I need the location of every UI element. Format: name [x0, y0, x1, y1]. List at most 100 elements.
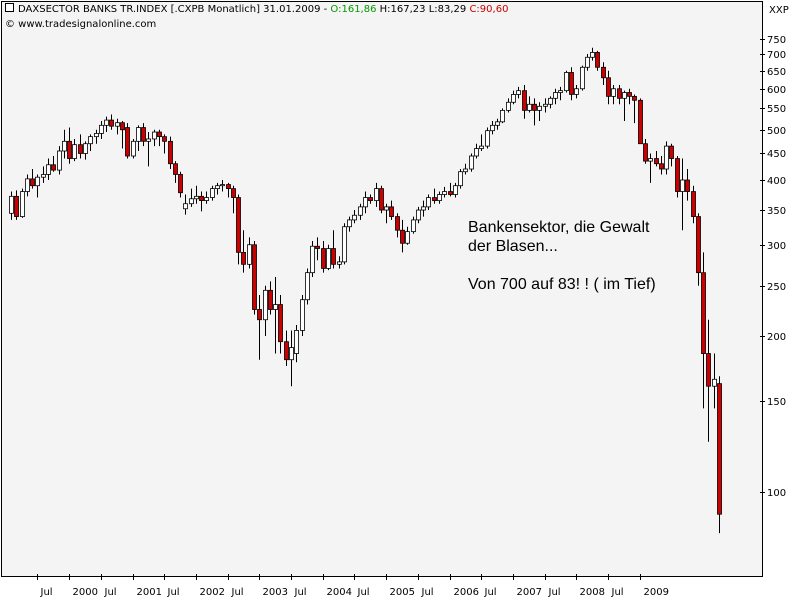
candle-down — [141, 127, 146, 142]
candle-up — [374, 188, 379, 202]
candle-up — [416, 209, 421, 221]
candle-up — [183, 203, 188, 210]
candle-up — [543, 103, 548, 107]
x-tick-label: 2009 — [644, 587, 669, 598]
x-tick-label: 2006 — [454, 587, 479, 598]
y-axis: 100 150 200 250 300 350 400 450 500 550 600 650 700 7… — [760, 35, 786, 499]
candle-down — [654, 158, 659, 165]
candle-up — [115, 122, 120, 127]
candle-up — [72, 144, 77, 159]
candle-down — [178, 174, 183, 194]
candle-down — [379, 188, 384, 211]
candle-up — [511, 94, 516, 103]
candle-up — [347, 219, 352, 228]
candle-up — [421, 206, 426, 211]
candle-up — [506, 101, 511, 111]
candle-up — [62, 140, 67, 152]
candle-down — [241, 251, 246, 265]
candle-down — [696, 216, 701, 274]
candle-down — [321, 248, 326, 269]
candle-up — [294, 330, 299, 354]
candle-up — [25, 178, 30, 192]
candle-down — [448, 191, 453, 195]
x-tick-label: Jul — [231, 587, 244, 598]
y-tick-label: 450 — [767, 149, 786, 160]
y-tick-label: 150 — [767, 397, 786, 408]
candle-down — [284, 341, 289, 361]
candle-up — [548, 97, 553, 105]
candle-down — [268, 289, 273, 310]
candle-down — [368, 197, 373, 202]
candle-up — [305, 272, 310, 301]
candle-down — [638, 99, 643, 145]
candle-down — [389, 206, 394, 217]
collapse-box-icon[interactable] — [5, 3, 14, 12]
y-tick-label: 650 — [767, 67, 786, 78]
candle-up — [463, 168, 468, 173]
candle-down — [706, 353, 711, 387]
y-tick-label: 100 — [767, 488, 786, 499]
candle-down — [685, 179, 690, 192]
candle-up — [300, 299, 305, 331]
candle-up — [664, 145, 669, 170]
candle-down — [643, 143, 648, 162]
candle-down — [395, 216, 400, 231]
y-tick-label: 550 — [767, 104, 786, 115]
candle-up — [564, 72, 569, 92]
candle-down — [236, 197, 241, 253]
candle-up — [273, 304, 278, 310]
candle-up — [46, 164, 51, 175]
x-tick-label: Jul — [484, 587, 497, 598]
candle-down — [691, 191, 696, 217]
candle-down — [659, 163, 664, 170]
chart-header: DAXSECTOR BANKS TR.INDEX [.CXPB Monatlic… — [5, 3, 508, 15]
x-tick-label: Jul — [167, 587, 180, 598]
candle-down — [595, 52, 600, 68]
candle-up — [337, 261, 342, 265]
candle-down — [632, 95, 637, 101]
candle-up — [35, 176, 40, 187]
x-tick-label: Jul — [40, 587, 53, 598]
candle-down — [157, 131, 162, 138]
candle-down — [168, 140, 173, 165]
candle-up — [474, 148, 479, 157]
candle-up — [289, 347, 294, 361]
y-tick-label: 300 — [767, 241, 786, 252]
candle-up — [490, 124, 495, 132]
candle-up — [405, 231, 410, 244]
candle-up — [712, 378, 717, 387]
x-tick-label: 2005 — [390, 587, 415, 598]
candle-up — [622, 92, 627, 99]
high-low-values: H:167,23 L:83,29 — [376, 4, 470, 15]
candle-up — [342, 226, 347, 263]
x-tick-label: 2007 — [517, 587, 542, 598]
x-tick-label: Jul — [421, 587, 434, 598]
candle-down — [231, 188, 236, 198]
candle-down — [522, 90, 527, 111]
candle-down — [432, 197, 437, 202]
candle-up — [590, 52, 595, 58]
candle-down — [78, 144, 83, 154]
y-tick-label: 750 — [767, 35, 786, 46]
candle-down — [278, 304, 283, 343]
candle-up — [411, 219, 416, 233]
candle-up — [83, 143, 88, 154]
x-tick-label: 2008 — [580, 587, 605, 598]
candle-up — [189, 198, 194, 205]
candle-down — [109, 119, 114, 127]
candle-up — [41, 174, 46, 178]
candle-down — [120, 122, 125, 131]
candle-up — [94, 133, 99, 138]
x-tick-label: 2001 — [137, 587, 162, 598]
candle-up — [611, 88, 616, 97]
candle-up — [558, 90, 563, 93]
candle-up — [495, 121, 500, 126]
candle-down — [252, 244, 257, 310]
annotation-line-4: Von 700 auf 83! ! ( im Tief) — [468, 276, 656, 293]
candle-up — [57, 150, 62, 171]
candle-down — [226, 184, 231, 190]
y-tick-label: 500 — [767, 126, 786, 137]
candle-up — [88, 136, 93, 145]
candle-up — [453, 185, 458, 195]
candle-up — [500, 109, 505, 123]
